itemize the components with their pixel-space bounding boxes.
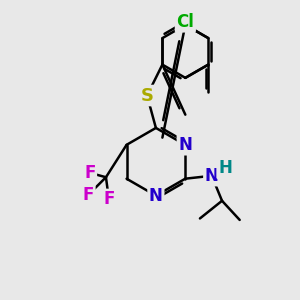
Text: N: N xyxy=(149,187,163,205)
Text: Cl: Cl xyxy=(176,13,194,31)
Text: S: S xyxy=(141,86,154,104)
Text: F: F xyxy=(103,190,115,208)
Text: N: N xyxy=(178,136,192,154)
Text: F: F xyxy=(84,164,95,182)
Text: F: F xyxy=(82,186,94,204)
Text: N: N xyxy=(205,167,219,185)
Text: H: H xyxy=(218,159,232,177)
